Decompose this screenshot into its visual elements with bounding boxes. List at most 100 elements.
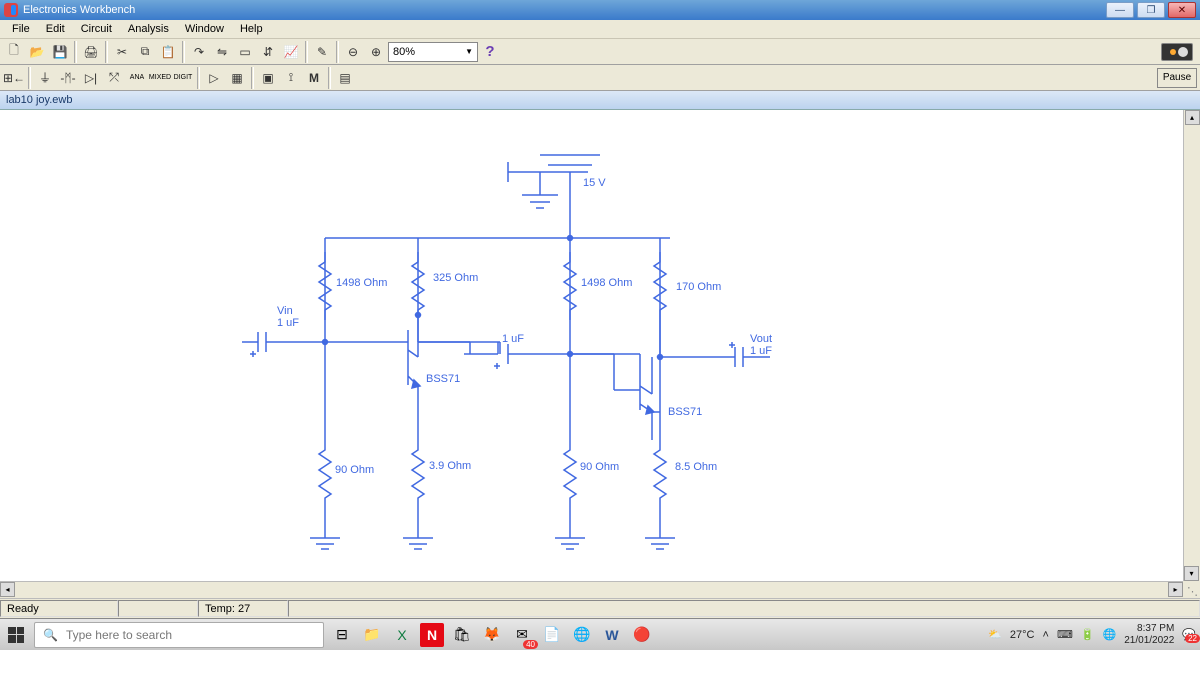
windows-taskbar: 🔍 Type here to search ⊟ 📁 X N 🛍 🦊 ✉40 📄 …: [0, 618, 1200, 650]
parts-bin-icon[interactable]: ⊞←: [3, 67, 25, 89]
and-gate-icon[interactable]: ▷: [203, 67, 225, 89]
help-icon[interactable]: ?: [479, 41, 501, 63]
paste-icon[interactable]: 📋: [157, 41, 179, 63]
task-view-icon[interactable]: ⊟: [330, 623, 354, 647]
circuit-canvas[interactable]: 15 V Vin1 uF Vout1 uF 1 uF BSS71 BSS71 1…: [0, 110, 1183, 581]
graph-icon[interactable]: 📈: [280, 41, 302, 63]
r6-label: 3.9 Ohm: [429, 460, 471, 472]
zoom-in-icon[interactable]: ⊕: [365, 41, 387, 63]
tray-chevron-icon[interactable]: ˄: [1043, 629, 1049, 641]
r2-label: 325 Ohm: [433, 272, 478, 284]
notification-icon[interactable]: 💬22: [1182, 628, 1196, 641]
menu-analysis[interactable]: Analysis: [120, 21, 177, 37]
component-toolbar: ⊞← ⏚ -ᛗ- ▷| ⤱ ANA MIXED DIGIT ▷ ▦ ▣ ⟟ M …: [0, 65, 1200, 91]
taskbar-clock[interactable]: 8:37 PM 21/01/2022: [1124, 623, 1174, 647]
scroll-left-icon[interactable]: ◂: [0, 582, 15, 597]
netflix-icon[interactable]: N: [420, 623, 444, 647]
status-ready: Ready: [0, 600, 118, 617]
status-temp: Temp: 27: [198, 600, 288, 617]
vout-label: Vout1 uF: [750, 333, 772, 357]
search-placeholder: Type here to search: [66, 628, 172, 642]
app-taskbar-icon[interactable]: 🔴: [630, 623, 654, 647]
main-toolbar: 🗋 📂 💾 🖨 ✂ ⧉ 📋 ↷ ⇋ ▭ ⇵ 📈 ✎ ⊖ ⊕ 80% ▼ ?: [0, 39, 1200, 65]
weather-temp[interactable]: 27°C: [1010, 629, 1035, 641]
excel-icon[interactable]: X: [390, 623, 414, 647]
opamp-a-icon[interactable]: ANA: [126, 67, 148, 89]
window-title: Electronics Workbench: [23, 4, 1103, 16]
r5-label: 90 Ohm: [335, 464, 374, 476]
opamp-d-icon[interactable]: DIGIT: [172, 67, 194, 89]
menu-edit[interactable]: Edit: [38, 21, 73, 37]
status-bar: Ready Temp: 27: [0, 598, 1200, 618]
zoom-value: 80%: [393, 46, 415, 58]
mail-icon[interactable]: ✉40: [510, 623, 534, 647]
document-name: lab10 joy.ewb: [6, 94, 72, 106]
notes-icon[interactable]: 📄: [540, 623, 564, 647]
explorer-icon[interactable]: 📁: [360, 623, 384, 647]
system-tray: ⛅ 27°C ˄ ⌨ 🔋 🌐 8:37 PM 21/01/2022 💬22: [988, 623, 1196, 647]
app-icon: [4, 3, 18, 17]
save-icon[interactable]: 💾: [49, 41, 71, 63]
r4-label: 170 Ohm: [676, 281, 721, 293]
switch-icon[interactable]: ⟟: [280, 67, 302, 89]
q2-label: BSS71: [668, 406, 702, 418]
search-icon: 🔍: [43, 628, 58, 642]
transistor-icon[interactable]: ⤱: [103, 67, 125, 89]
menu-circuit[interactable]: Circuit: [73, 21, 120, 37]
r8-label: 8.5 Ohm: [675, 461, 717, 473]
menu-window[interactable]: Window: [177, 21, 232, 37]
firefox-icon[interactable]: 🦊: [480, 623, 504, 647]
vertical-scrollbar[interactable]: ▴ ▾: [1183, 110, 1200, 581]
menu-file[interactable]: File: [4, 21, 38, 37]
start-button[interactable]: [4, 623, 28, 647]
edge-icon[interactable]: 🌐: [570, 623, 594, 647]
misc-icon[interactable]: M: [303, 67, 325, 89]
open-icon[interactable]: 📂: [26, 41, 48, 63]
supply-label: 15 V: [583, 177, 606, 189]
canvas-area: 15 V Vin1 uF Vout1 uF 1 uF BSS71 BSS71 1…: [0, 110, 1200, 598]
scroll-up-icon[interactable]: ▴: [1185, 110, 1200, 125]
weather-icon[interactable]: ⛅: [988, 628, 1002, 641]
maximize-button[interactable]: ❐: [1137, 2, 1165, 18]
copy-icon[interactable]: ⧉: [134, 41, 156, 63]
instrument-icon[interactable]: ▤: [334, 67, 356, 89]
ground-icon[interactable]: ⏚: [34, 67, 56, 89]
ic-icon[interactable]: ▦: [226, 67, 248, 89]
cap-mid-label: 1 uF: [502, 333, 524, 345]
battery-icon[interactable]: 🔋: [1081, 628, 1095, 641]
vin-label: Vin1 uF: [277, 305, 299, 329]
resize-grip[interactable]: [1183, 581, 1200, 598]
horizontal-scrollbar[interactable]: ◂ ▸: [0, 581, 1183, 598]
new-icon[interactable]: 🗋: [3, 41, 25, 63]
store-icon[interactable]: 🛍: [450, 623, 474, 647]
keyboard-icon[interactable]: ⌨: [1057, 628, 1073, 641]
zoom-out-icon[interactable]: ⊖: [342, 41, 364, 63]
scroll-right-icon[interactable]: ▸: [1168, 582, 1183, 597]
chevron-down-icon: ▼: [465, 47, 473, 56]
status-blank1: [118, 600, 198, 617]
power-switch[interactable]: [1161, 43, 1193, 61]
print-icon[interactable]: 🖨: [80, 41, 102, 63]
pause-button[interactable]: Pause: [1157, 68, 1197, 88]
q1-label: BSS71: [426, 373, 460, 385]
word-icon[interactable]: W: [600, 623, 624, 647]
flip-icon[interactable]: ⇋: [211, 41, 233, 63]
menu-help[interactable]: Help: [232, 21, 271, 37]
probe-icon[interactable]: ✎: [311, 41, 333, 63]
cut-icon[interactable]: ✂: [111, 41, 133, 63]
document-tab[interactable]: lab10 joy.ewb: [0, 91, 1200, 110]
zoom-select[interactable]: 80% ▼: [388, 42, 478, 62]
subcircuit-icon[interactable]: ▭: [234, 41, 256, 63]
opamp-m-icon[interactable]: MIXED: [149, 67, 171, 89]
flip2-icon[interactable]: ⇵: [257, 41, 279, 63]
diode-icon[interactable]: ▷|: [80, 67, 102, 89]
network-icon[interactable]: 🌐: [1103, 628, 1117, 641]
indicator-icon[interactable]: ▣: [257, 67, 279, 89]
scroll-down-icon[interactable]: ▾: [1184, 566, 1199, 581]
close-button[interactable]: ✕: [1168, 2, 1196, 18]
taskbar-search[interactable]: 🔍 Type here to search: [34, 622, 324, 648]
resistor-icon[interactable]: -ᛗ-: [57, 67, 79, 89]
rotate-icon[interactable]: ↷: [188, 41, 210, 63]
menu-bar: File Edit Circuit Analysis Window Help: [0, 20, 1200, 39]
minimize-button[interactable]: —: [1106, 2, 1134, 18]
